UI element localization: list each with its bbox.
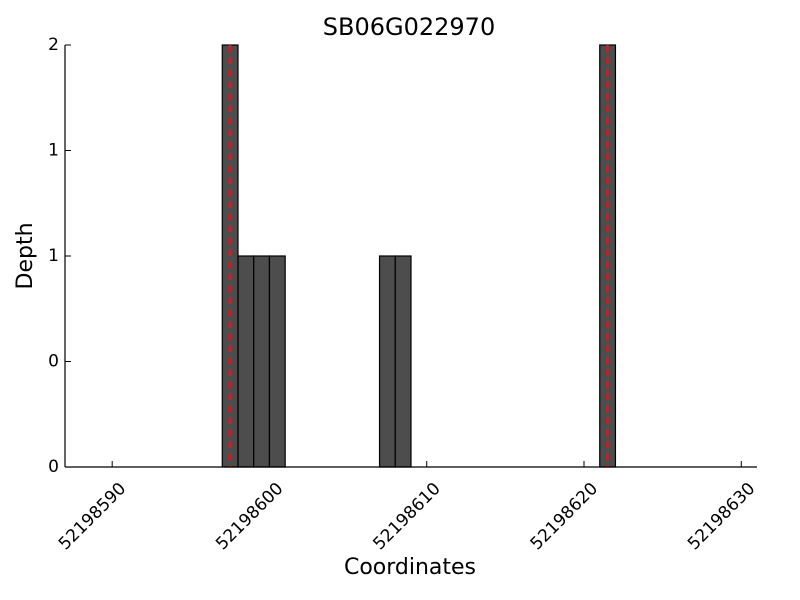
- y-tick-label: 0: [48, 457, 59, 477]
- y-tick-label: 2: [48, 35, 59, 55]
- x-tick-label: 52198600: [212, 479, 287, 554]
- y-tick-label: 1: [48, 141, 59, 161]
- x-tick-label: 52198630: [684, 479, 759, 554]
- y-tick-label: 0: [48, 352, 59, 372]
- bar: [394, 255, 412, 468]
- x-tick-label: 52198620: [527, 479, 602, 554]
- y-tick-label: 1: [48, 246, 59, 266]
- bar: [253, 255, 271, 468]
- y-axis-label: Depth: [13, 222, 38, 289]
- x-tick-label: 52198610: [369, 479, 444, 554]
- bar: [268, 255, 286, 468]
- x-axis-label: Coordinates: [344, 555, 476, 580]
- chart-title: SB06G022970: [323, 13, 495, 41]
- bar: [237, 255, 255, 468]
- x-tick-label: 52198590: [55, 479, 130, 554]
- bar: [378, 255, 396, 468]
